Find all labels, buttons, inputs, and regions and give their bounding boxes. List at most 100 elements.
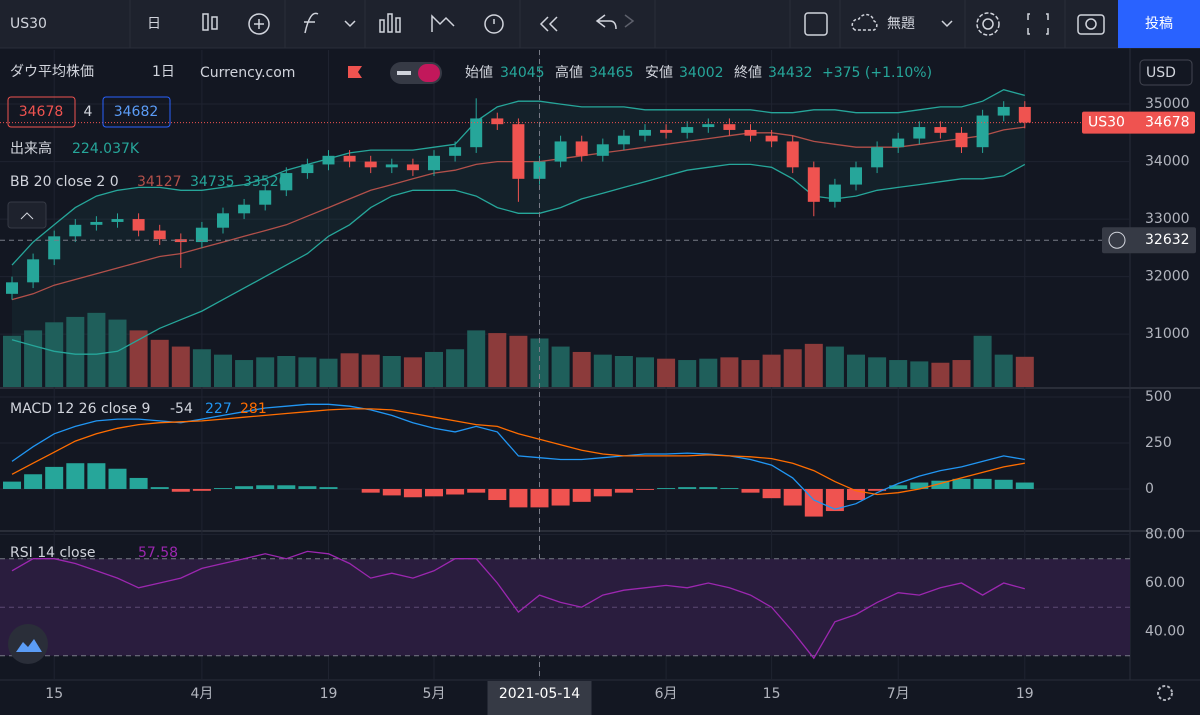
volume-bar xyxy=(192,349,211,387)
volume-bar xyxy=(868,357,887,387)
y-tick-label: 500 xyxy=(1145,389,1172,405)
candle-body xyxy=(617,135,630,145)
macd-hist xyxy=(931,480,950,489)
volume-bar xyxy=(636,357,654,387)
collapse-icon xyxy=(20,212,34,220)
flag-icon[interactable] xyxy=(348,66,362,78)
volume-bar xyxy=(614,355,633,387)
source: Currency.com xyxy=(200,65,295,81)
open-label: 始値 xyxy=(465,65,493,81)
volume-bar xyxy=(298,357,317,387)
signal-value: 281 xyxy=(240,401,267,417)
low-label: 安値 xyxy=(645,65,673,81)
volume-bar xyxy=(994,354,1013,387)
candle-body xyxy=(913,127,926,139)
volume-bar xyxy=(108,319,127,387)
last-price-box xyxy=(1082,111,1195,134)
macd-hist xyxy=(488,488,507,501)
open-value: 34045 xyxy=(500,65,545,81)
macd-hist xyxy=(551,488,570,506)
y-tick-label: 60.00 xyxy=(1145,575,1185,591)
volume-bar xyxy=(87,312,106,387)
macd-hist xyxy=(3,481,21,489)
bb-fill xyxy=(12,89,1025,355)
macd-hist xyxy=(446,488,465,495)
bb-lower xyxy=(11,163,1026,355)
currency-box[interactable] xyxy=(1139,59,1193,86)
macd-hist xyxy=(171,488,190,492)
toggle-wave xyxy=(418,64,440,82)
publish-label[interactable]: 投稿 xyxy=(1145,16,1173,32)
candle-body xyxy=(470,118,483,148)
candle-body xyxy=(259,190,272,205)
macd-hist xyxy=(509,488,528,508)
y-tick-label: 31000 xyxy=(1145,326,1190,342)
close-label: 終値 xyxy=(734,65,762,81)
candle-body xyxy=(744,129,757,136)
volume-bar xyxy=(45,322,64,387)
interval: 1日 xyxy=(152,64,175,80)
bb-lower-value: 33520 xyxy=(243,174,288,190)
x-tick-label: 5月 xyxy=(423,686,446,702)
y-tick-label: 33000 xyxy=(1145,211,1190,227)
candle-body xyxy=(934,127,947,133)
candle-body xyxy=(364,161,377,168)
x-tick-label: 7月 xyxy=(887,686,910,702)
macd-name: MACD 12 26 close 9 xyxy=(10,401,150,417)
volume-bar xyxy=(129,330,148,387)
bid-box[interactable] xyxy=(7,96,76,128)
volume-bar xyxy=(235,360,254,387)
macd-value: 227 xyxy=(205,401,232,417)
candle-body xyxy=(955,132,968,148)
plot: 31000 32000 33000 34000 35000 0 250 500 40.00 60.… xyxy=(0,50,1196,715)
volume-bar xyxy=(847,354,865,387)
crosshair-price-box xyxy=(1102,227,1196,254)
volume-bar xyxy=(952,360,971,387)
ask-box[interactable] xyxy=(102,96,171,128)
timeframe[interactable]: 日 xyxy=(147,16,161,32)
high-value: 34465 xyxy=(589,65,634,81)
currency[interactable]: USD xyxy=(1146,65,1176,81)
logo[interactable] xyxy=(8,624,48,664)
volume-bar xyxy=(382,355,401,387)
bb-upper-value: 34735 xyxy=(190,174,235,190)
publish-button[interactable] xyxy=(1118,0,1200,48)
bb-upper xyxy=(11,89,1025,266)
bid[interactable]: 34678 xyxy=(19,104,64,120)
y-tick-label: 32000 xyxy=(1145,269,1190,285)
macd-hist xyxy=(783,488,802,506)
candle-body xyxy=(195,227,208,243)
settings-icon[interactable] xyxy=(1157,685,1173,701)
macd-hist xyxy=(235,486,254,489)
ask[interactable]: 34682 xyxy=(114,104,159,120)
candle-body xyxy=(892,138,905,148)
candle-body xyxy=(48,236,61,260)
last-price-label: 34678 xyxy=(1145,115,1190,131)
volume-bar xyxy=(214,354,232,387)
macd-hist xyxy=(825,488,844,512)
bb-name: BB 20 close 2 0 xyxy=(10,174,119,190)
rsi-value: 57.58 xyxy=(138,545,178,561)
x-tick-label: 15 xyxy=(763,686,781,702)
volume-bar xyxy=(3,335,21,387)
volume-bar xyxy=(509,335,528,387)
collapse-button[interactable] xyxy=(7,201,47,229)
symbol[interactable]: US30 xyxy=(10,16,47,32)
candle-body xyxy=(660,129,673,133)
candle-body xyxy=(681,127,694,133)
macd-hist xyxy=(467,488,486,493)
volume-bar xyxy=(931,362,950,387)
x-tick-label: 19 xyxy=(1016,686,1034,702)
candle-body xyxy=(976,115,989,148)
macd-hist xyxy=(973,478,992,489)
candle-body xyxy=(280,173,293,191)
candle-body xyxy=(765,135,778,142)
volume-bar xyxy=(171,346,190,387)
macd-hist xyxy=(108,468,127,489)
macd-hist xyxy=(361,488,380,493)
layout-name[interactable]: 無題 xyxy=(887,16,915,32)
candle-body xyxy=(807,167,820,202)
volume-bar xyxy=(699,358,718,387)
candle-body xyxy=(153,230,166,240)
